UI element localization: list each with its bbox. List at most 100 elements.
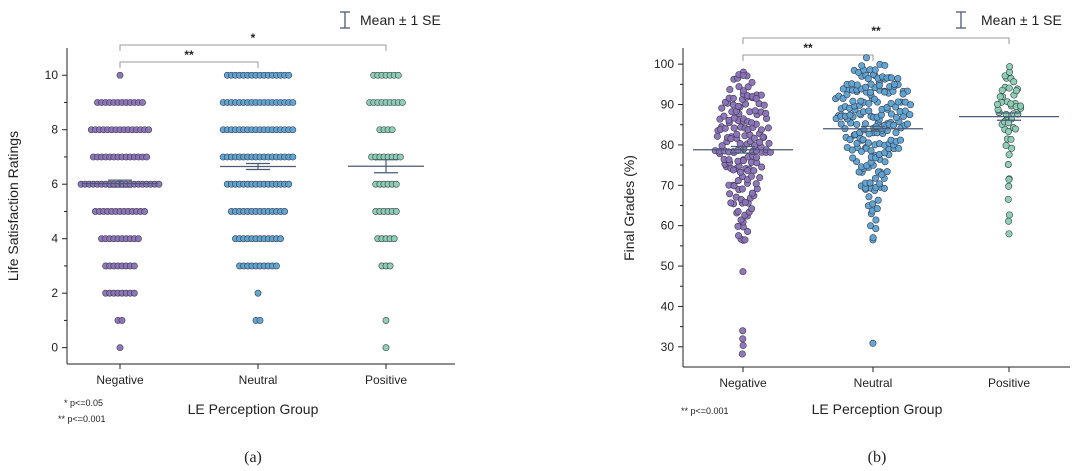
panel-a-legend: Mean ± 1 SE (340, 11, 441, 29)
data-point (894, 74, 902, 82)
data-point (725, 156, 733, 164)
panel-b-x-axis-label: LE Perception Group (812, 401, 943, 417)
data-point (736, 168, 744, 176)
data-point (843, 91, 851, 99)
panel-a-mean-se-bars (82, 159, 424, 188)
panel-a-note-1: * p<=0.05 (64, 398, 103, 408)
panel-b-legend-label: Mean ± 1 SE (981, 12, 1062, 28)
data-point (881, 149, 889, 157)
panel-b-x-ticks: Negative Neutral Positive (719, 367, 1030, 390)
data-point (739, 327, 747, 335)
y-tick-label: 70 (661, 178, 675, 192)
data-point (394, 71, 402, 79)
data-point (881, 158, 889, 166)
data-point (739, 87, 747, 95)
panel-a-y-axis-label: Life Satisfaction Ratings (5, 131, 21, 281)
data-point (398, 99, 406, 106)
y-tick-label: 90 (661, 98, 675, 112)
data-point (1006, 63, 1014, 71)
x-tick-label: Neutral (854, 376, 893, 390)
data-point (734, 102, 742, 110)
data-point (837, 120, 845, 128)
data-point (726, 190, 734, 198)
data-point (853, 139, 861, 147)
y-tick-label: 40 (661, 299, 675, 313)
data-point (867, 80, 875, 88)
panel-b-significance-brackets: ** ** (742, 24, 1010, 61)
data-point (862, 54, 870, 62)
data-point (388, 126, 396, 134)
data-point (730, 182, 738, 190)
data-point (760, 101, 768, 109)
data-point (887, 74, 895, 82)
y-tick-label: 30 (661, 340, 675, 354)
y-tick-label: 8 (51, 123, 58, 137)
panel-a-caption: (a) (244, 449, 262, 466)
data-point (1002, 142, 1010, 150)
data-point (744, 227, 752, 235)
data-point (281, 208, 289, 215)
data-point (849, 154, 857, 162)
x-tick-label: Negative (96, 373, 144, 387)
data-point (726, 86, 734, 94)
data-point (118, 317, 126, 324)
data-point (1005, 217, 1013, 225)
panel-b-legend: Mean ± 1 SE (956, 11, 1062, 29)
data-point (1005, 182, 1013, 190)
significance-bracket (742, 54, 874, 61)
data-point (996, 93, 1004, 101)
y-tick-label: 4 (51, 232, 58, 246)
data-point (892, 129, 900, 137)
data-point (872, 225, 880, 233)
data-point (839, 85, 847, 93)
data-point (1017, 102, 1025, 110)
data-point (890, 80, 898, 88)
panel-a-significance-brackets: *** (119, 31, 387, 68)
data-point (897, 136, 905, 144)
data-point (1005, 151, 1013, 159)
panel-a-legend-errorbar-icon (340, 11, 350, 29)
data-point (139, 99, 146, 106)
significance-bracket (119, 61, 259, 68)
data-point (874, 196, 882, 204)
data-point (736, 140, 744, 148)
data-point (871, 95, 879, 103)
data-point (741, 236, 749, 244)
panel-a-note-2: ** p<=0.001 (58, 414, 106, 424)
data-point (744, 83, 752, 91)
data-point (1004, 195, 1012, 203)
data-point (756, 138, 764, 146)
data-point (750, 167, 758, 175)
data-point (285, 71, 293, 79)
data-point (741, 198, 749, 206)
data-point (273, 262, 280, 270)
panel-a-x-axis-label: LE Perception Group (188, 401, 319, 417)
data-point (846, 136, 854, 144)
data-point (757, 91, 765, 99)
data-point (738, 185, 746, 193)
data-point (386, 262, 394, 270)
data-point (145, 126, 153, 134)
data-point (727, 199, 735, 207)
data-point (756, 174, 764, 182)
data-point (720, 112, 728, 120)
data-point (859, 136, 867, 144)
data-point (738, 350, 746, 358)
data-point (392, 180, 400, 188)
y-tick-label: 80 (661, 138, 675, 152)
data-point (853, 121, 861, 129)
data-point (116, 344, 124, 352)
data-point (130, 262, 138, 270)
data-point (289, 99, 297, 106)
panel-b-legend-errorbar-icon (956, 11, 966, 29)
data-point (748, 119, 756, 127)
data-point (1007, 100, 1015, 108)
data-point (765, 139, 773, 147)
y-tick-label: 6 (51, 177, 58, 191)
data-point (735, 83, 743, 91)
data-point (752, 180, 760, 188)
data-point (390, 235, 398, 243)
panel-b-caption: (b) (868, 449, 887, 466)
data-point (866, 179, 874, 187)
